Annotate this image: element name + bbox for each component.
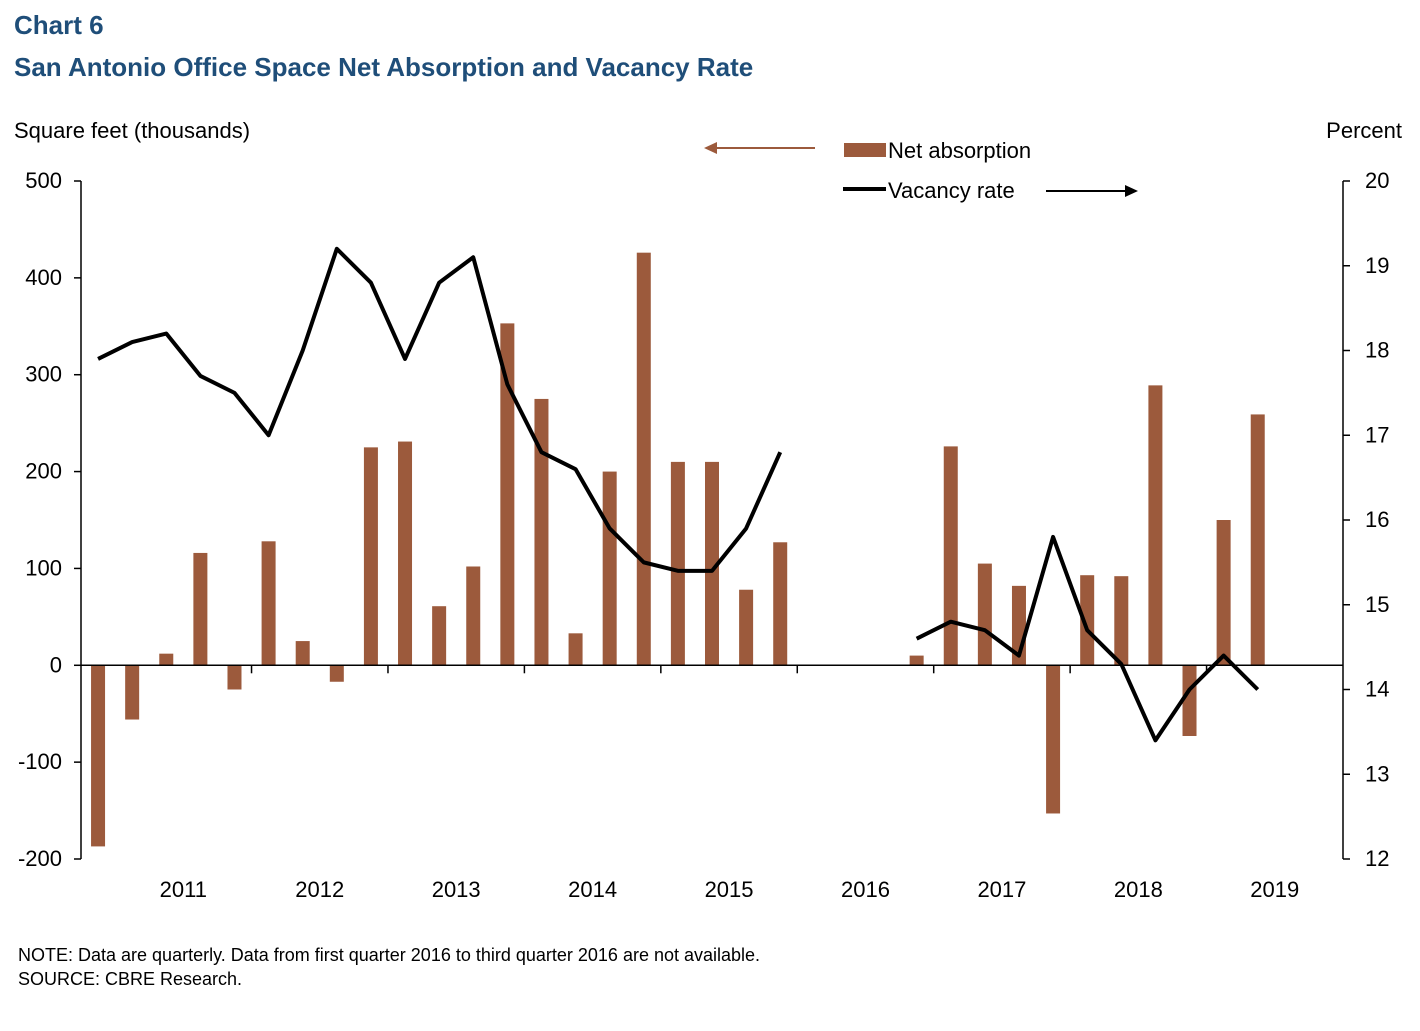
left-axis-arrowhead xyxy=(704,142,717,154)
vacancy-rate-line xyxy=(915,534,1260,743)
bar-net-absorption xyxy=(1046,665,1061,814)
bar-net-absorption xyxy=(329,665,344,682)
x-tick-label: 2018 xyxy=(1114,877,1163,902)
source-line: SOURCE: CBRE Research. xyxy=(18,969,243,989)
x-tick-label: 2015 xyxy=(705,877,754,902)
bar-net-absorption xyxy=(1114,576,1129,666)
bar-net-absorption xyxy=(943,446,958,666)
right-tick-label: 15 xyxy=(1365,592,1389,617)
bar-net-absorption xyxy=(295,641,310,666)
x-tick-label: 2012 xyxy=(295,877,344,902)
bar-net-absorption xyxy=(159,653,174,666)
left-tick-label: 300 xyxy=(25,362,62,387)
footnote: NOTE: Data are quarterly. Data from firs… xyxy=(18,945,761,965)
bar-net-absorption xyxy=(1182,665,1197,736)
bar-net-absorption xyxy=(227,665,242,690)
right-tick-label: 19 xyxy=(1365,253,1389,278)
right-axis-arrowhead xyxy=(1125,185,1138,197)
right-tick-label: 17 xyxy=(1365,422,1389,447)
right-tick-label: 20 xyxy=(1365,168,1389,193)
bar-net-absorption xyxy=(909,655,924,666)
legend-swatch-net-absorption xyxy=(844,143,886,157)
right-tick-label: 12 xyxy=(1365,846,1389,871)
bar-net-absorption xyxy=(363,447,378,666)
right-axis-unit: Percent xyxy=(1326,118,1402,143)
bar-net-absorption xyxy=(91,665,106,847)
right-tick-label: 14 xyxy=(1365,677,1389,702)
bar-net-absorption xyxy=(602,471,617,666)
x-tick-label: 2014 xyxy=(568,877,617,902)
right-tick-label: 16 xyxy=(1365,507,1389,532)
left-tick-label: 200 xyxy=(25,459,62,484)
chart-canvas: -200 -100 0 100 200 300 400 500 12 13 14 15 16 17 18 19… xyxy=(18,138,1390,902)
x-tick-label: 2019 xyxy=(1250,877,1299,902)
chart-title: San Antonio Office Space Net Absorption … xyxy=(14,52,754,82)
bar-net-absorption xyxy=(193,552,208,666)
bar-net-absorption xyxy=(670,461,685,666)
bar-net-absorption xyxy=(1148,385,1163,666)
bar-net-absorption xyxy=(261,541,276,666)
legend-label-vacancy-rate: Vacancy rate xyxy=(888,178,1015,203)
left-tick-label: 500 xyxy=(25,168,62,193)
x-tick-label: 2016 xyxy=(841,877,890,902)
x-tick-label: 2017 xyxy=(977,877,1026,902)
bar-net-absorption xyxy=(568,633,583,666)
bar-net-absorption xyxy=(398,441,413,666)
bar-net-absorption xyxy=(500,323,515,666)
bar-net-absorption xyxy=(705,461,719,666)
bar-net-absorption xyxy=(432,606,447,666)
bar-net-absorption xyxy=(125,665,140,720)
chart-number: Chart 6 xyxy=(14,10,104,40)
legend-label-net-absorption: Net absorption xyxy=(888,138,1031,163)
bar-net-absorption xyxy=(534,398,549,666)
bar-net-absorption xyxy=(739,589,754,666)
left-tick-label: 0 xyxy=(50,652,62,677)
bar-net-absorption xyxy=(1216,520,1231,666)
bar-net-absorption xyxy=(1250,414,1265,666)
vacancy-rate-line xyxy=(97,246,783,573)
left-tick-label: 100 xyxy=(25,555,62,580)
bar-net-absorption xyxy=(1080,575,1095,666)
right-tick-label: 13 xyxy=(1365,761,1389,786)
bar-net-absorption xyxy=(773,542,788,666)
left-tick-label: 400 xyxy=(25,265,62,290)
x-tick-label: 2011 xyxy=(160,877,207,902)
bar-net-absorption xyxy=(466,566,481,666)
left-tick-label: -100 xyxy=(18,749,62,774)
right-tick-label: 18 xyxy=(1365,338,1389,363)
bar-net-absorption xyxy=(636,252,651,666)
left-tick-label: -200 xyxy=(18,846,62,871)
left-axis-unit: Square feet (thousands) xyxy=(14,118,251,143)
bar-net-absorption xyxy=(977,563,992,666)
x-tick-label: 2013 xyxy=(432,877,481,902)
